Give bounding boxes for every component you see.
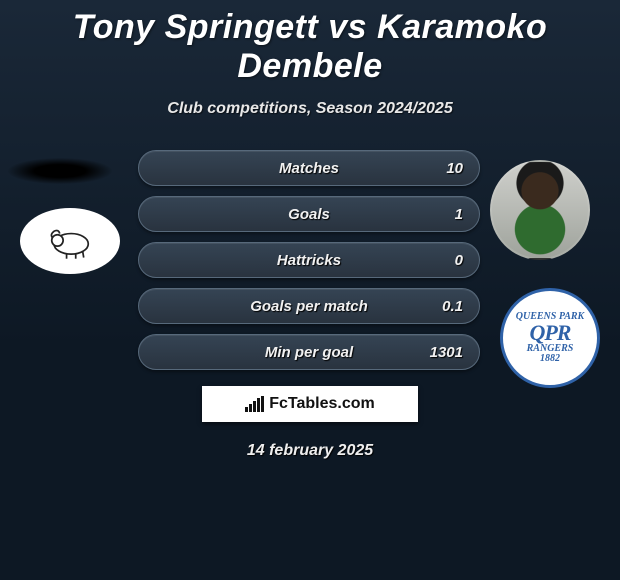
bars-icon (245, 396, 263, 412)
stat-row-matches: Matches 10 (138, 150, 480, 186)
stat-row-gpm: Goals per match 0.1 (138, 288, 480, 324)
stat-label: Min per goal (139, 335, 479, 369)
stat-label: Hattricks (139, 243, 479, 277)
stat-value-right: 1 (455, 197, 463, 231)
stat-label: Matches (139, 151, 479, 185)
crest-right-year: 1882 (540, 353, 560, 364)
ram-icon (40, 221, 100, 261)
stat-value-right: 0 (455, 243, 463, 277)
stat-value-right: 0.1 (442, 289, 463, 323)
player-photo-right (490, 160, 590, 260)
crest-right-qpr: QPR (516, 322, 584, 344)
watermark: FcTables.com (202, 386, 418, 422)
comparison-stage: QUEENS PARK QPR RANGERS 1882 Matches 10 … (0, 136, 620, 496)
stat-value-right: 10 (446, 151, 463, 185)
club-crest-right: QUEENS PARK QPR RANGERS 1882 (500, 288, 600, 388)
stat-label: Goals (139, 197, 479, 231)
stat-value-right: 1301 (430, 335, 463, 369)
club-crest-left (20, 208, 120, 274)
subtitle: Club competitions, Season 2024/2025 (0, 100, 620, 118)
date-text: 14 february 2025 (0, 442, 620, 460)
watermark-text: FcTables.com (269, 395, 375, 413)
player-shadow-left (8, 158, 112, 184)
stat-row-hattricks: Hattricks 0 (138, 242, 480, 278)
page-title: Tony Springett vs Karamoko Dembele (0, 0, 620, 86)
stat-label: Goals per match (139, 289, 479, 323)
stat-row-goals: Goals 1 (138, 196, 480, 232)
stat-row-mpg: Min per goal 1301 (138, 334, 480, 370)
